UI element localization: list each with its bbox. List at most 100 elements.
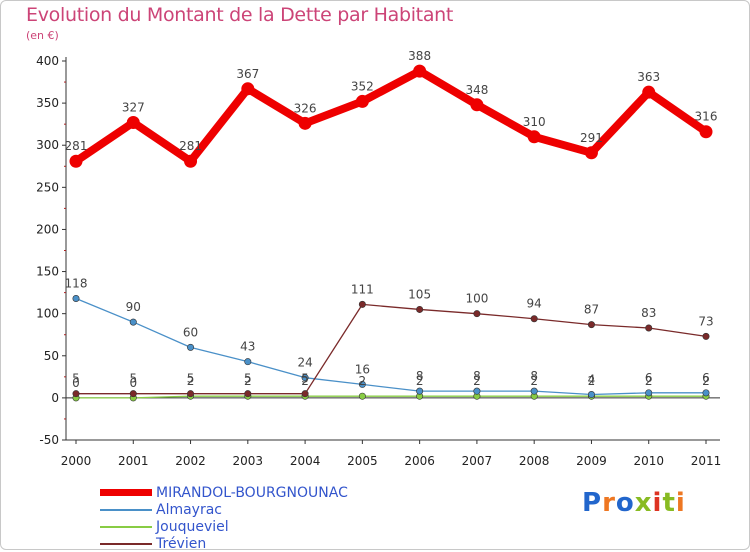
unit-label: (en €) (26, 29, 59, 42)
data-point (69, 154, 83, 168)
data-point (244, 390, 252, 398)
data-point (72, 390, 80, 398)
data-label: 367 (236, 67, 259, 81)
proxiti-logo: Proxiti (582, 488, 686, 518)
legend-swatch (100, 542, 152, 545)
data-point (241, 82, 255, 96)
data-point (642, 85, 656, 99)
data-label: 6 (702, 371, 710, 385)
y-tick-label: 0 (51, 391, 59, 405)
data-point (129, 318, 137, 326)
logo-letter: x (634, 488, 653, 518)
series-line (75, 297, 706, 396)
data-label: 2 (416, 374, 424, 388)
data-point (413, 64, 427, 78)
data-label: 310 (523, 115, 546, 129)
data-point (587, 391, 595, 399)
x-tick-label: 2002 (175, 454, 206, 468)
series-line (73, 67, 709, 166)
x-tick-label: 2006 (404, 454, 435, 468)
data-point (587, 321, 595, 329)
data-labels: 0 0 2 2 2 2 2 2 2 2 2 2 118 90 60 43 24 16 8 8 8 4 6 6 5 5 5 5 5 111 1… (65, 49, 718, 390)
data-label: 73 (698, 314, 713, 328)
data-label: 316 (695, 110, 718, 124)
legend-label: Almayrac (156, 501, 223, 518)
y-tick-label: 400 (36, 54, 59, 68)
data-label: 2 (301, 374, 309, 388)
legend-item: MIRANDOL-BOURGNOUNAC (100, 484, 348, 501)
data-label: 2 (588, 374, 596, 388)
y-tick-label: 150 (36, 265, 59, 279)
data-label: 4 (588, 373, 596, 387)
data-point (473, 387, 481, 395)
data-label: 94 (527, 297, 542, 311)
logo-letter: t (662, 488, 676, 518)
data-point (129, 390, 137, 398)
y-tick-label: 50 (44, 349, 59, 363)
data-point (126, 115, 140, 129)
data-label: 5 (244, 372, 252, 386)
data-label: 326 (294, 101, 317, 115)
legend: MIRANDOL-BOURGNOUNAC Almayrac Jouqueviel Tr… (100, 484, 348, 552)
logo-letter: i (675, 488, 686, 518)
data-point (358, 392, 366, 400)
series-line (76, 303, 707, 395)
legend-swatch (100, 525, 152, 528)
chart-title: Evolution du Montant de la Dette par Hab… (26, 4, 454, 26)
data-label: 2 (473, 374, 481, 388)
data-point (416, 305, 424, 313)
data-label: 363 (637, 70, 660, 84)
data-label: 43 (240, 340, 255, 354)
data-point (530, 387, 538, 395)
data-point (184, 154, 198, 168)
data-label: 100 (465, 292, 488, 306)
data-label: 5 (301, 372, 309, 386)
data-label: 327 (122, 100, 145, 114)
data-point (470, 98, 484, 112)
data-label: 0 (72, 376, 80, 390)
data-label: 6 (645, 371, 653, 385)
legend-item: Almayrac (100, 501, 348, 518)
data-label: 8 (530, 369, 538, 383)
logo-letter: o (615, 488, 635, 518)
data-label: 8 (473, 369, 481, 383)
x-tick-label: 2007 (462, 454, 493, 468)
data-label: 24 (297, 356, 312, 370)
data-label: 2 (359, 374, 367, 388)
legend-item: Trévien (100, 535, 348, 552)
data-point (473, 310, 481, 318)
x-tick-label: 2005 (347, 454, 378, 468)
data-label: 2 (244, 374, 252, 388)
x-tick-label: 2003 (233, 454, 264, 468)
data-label: 2 (187, 374, 195, 388)
data-point (72, 295, 80, 303)
y-tick-label: 350 (36, 96, 59, 110)
data-point (244, 358, 252, 366)
x-tick-label: 2010 (633, 454, 664, 468)
data-point (645, 389, 653, 397)
data-label: 5 (72, 372, 80, 386)
data-label: 348 (465, 83, 488, 97)
x-tick-label: 2009 (576, 454, 607, 468)
x-tick-label: 2011 (691, 454, 722, 468)
data-label: 0 (129, 376, 137, 390)
y-tick-label: 200 (36, 222, 59, 236)
data-point (527, 130, 541, 144)
data-label: 118 (65, 277, 88, 291)
x-tick-label: 2001 (118, 454, 149, 468)
y-tick-label: 250 (36, 180, 59, 194)
data-point (416, 387, 424, 395)
data-point (298, 116, 312, 130)
data-label: 2 (645, 374, 653, 388)
legend-swatch (100, 489, 152, 496)
data-point (301, 390, 309, 398)
data-label: 60 (183, 325, 198, 339)
logo-letter: P (582, 488, 603, 518)
y-tick-label: -50 (39, 433, 59, 447)
legend-label: MIRANDOL-BOURGNOUNAC (156, 484, 348, 501)
data-point (645, 324, 653, 332)
data-label: 16 (355, 362, 370, 376)
legend-label: Jouqueviel (156, 518, 229, 535)
